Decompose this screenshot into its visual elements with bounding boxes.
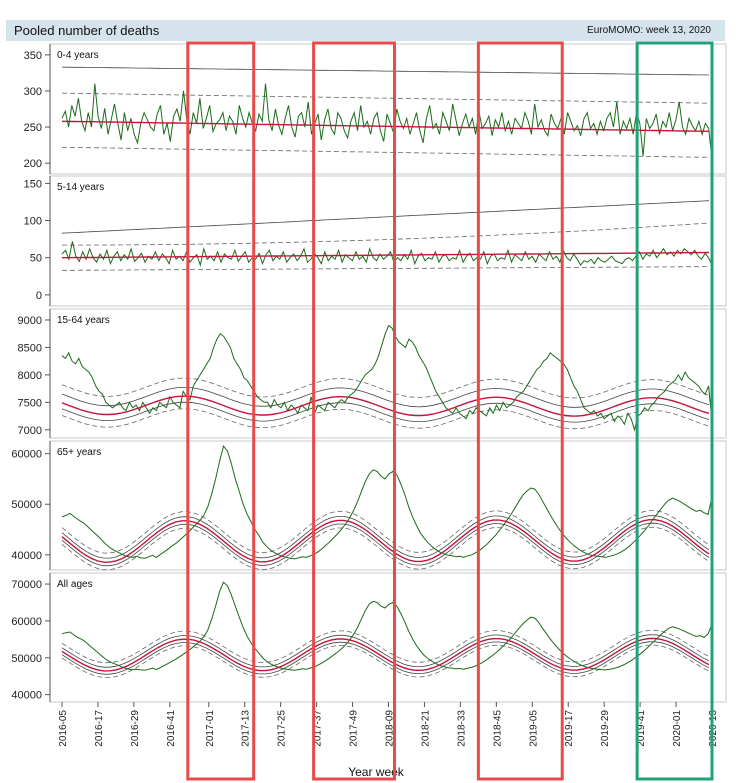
panel-frame-3 [49, 440, 727, 571]
x-tick-label: 2016-17 [94, 710, 105, 747]
band-inner-lower [62, 266, 710, 271]
x-tick-label: 2019-41 [636, 710, 647, 747]
y-tick-label: 60000 [11, 449, 42, 461]
x-tick-label: 2019-05 [528, 710, 539, 747]
x-tick-label: 2016-05 [58, 710, 69, 747]
panel-frame-4 [49, 572, 727, 703]
y-tick-label: 0 [36, 290, 42, 302]
panel-frame-0 [49, 43, 727, 175]
y-tick-label: 40000 [11, 550, 42, 562]
band-outer-lower [61, 644, 710, 678]
y-tick-label: 9000 [18, 315, 42, 327]
baseline-series [61, 637, 710, 672]
x-tick-label: 2017-01 [205, 710, 216, 747]
x-tick-label: 2018-21 [420, 710, 431, 747]
x-tick-label: 2019-29 [600, 710, 611, 747]
observed-series [61, 83, 713, 160]
y-tick-label: 250 [24, 122, 42, 134]
x-tick-label: 2020-01 [672, 710, 683, 747]
highlight-box-1 [312, 41, 396, 781]
highlight-box-0 [186, 41, 256, 781]
panel-label: 65+ years [57, 447, 101, 458]
x-tick-label: 2018-09 [384, 710, 395, 747]
band-inner-upper [62, 222, 710, 246]
band-inner-upper [61, 634, 710, 668]
x-tick-label: 2016-29 [130, 710, 141, 747]
chart-source: EuroMOMO: week 13, 2020 [587, 25, 711, 36]
baseline-series [61, 519, 710, 563]
y-tick-label: 60000 [11, 616, 42, 628]
panel-label: 0-4 years [57, 50, 99, 61]
highlight-box-2 [476, 41, 564, 781]
baseline-series [61, 395, 710, 417]
observed-series [61, 445, 713, 560]
baseline-series [61, 120, 710, 132]
chart-header: Pooled number of deaths EuroMOMO: week 1… [6, 20, 725, 41]
y-tick-label: 40000 [11, 690, 42, 702]
y-tick-label: 50000 [11, 499, 42, 511]
y-tick-label: 100 [24, 216, 42, 228]
x-tick-label: 2017-37 [313, 710, 324, 747]
band-inner-upper [61, 92, 710, 104]
x-tick-label: 2016-41 [166, 710, 177, 747]
band-inner-lower [61, 146, 710, 158]
x-tick-label: 2017-25 [277, 710, 288, 747]
y-tick-label: 50000 [11, 653, 42, 665]
observed-series [61, 581, 713, 671]
panel-label: All ages [57, 579, 93, 590]
band-inner-upper [61, 515, 710, 559]
x-tick-label: 2018-33 [456, 710, 467, 747]
band-inner-upper [61, 386, 710, 408]
baseline-series [62, 251, 710, 259]
highlight-box-3 [635, 41, 714, 781]
x-tick-label: 2018-45 [492, 710, 503, 747]
band-inner-lower [61, 522, 710, 567]
band-inner-lower [61, 401, 710, 423]
x-tick-label: 2017-13 [241, 710, 252, 747]
y-tick-label: 200 [24, 158, 42, 170]
y-tick-label: 350 [24, 50, 42, 62]
panel-frame-1 [49, 175, 727, 307]
x-axis-label: Year week [348, 765, 405, 779]
band-outer-upper [61, 66, 710, 76]
panel-label: 15-64 years [57, 315, 110, 326]
panel-label: 5-14 years [57, 182, 104, 193]
chart-title: Pooled number of deaths [14, 23, 160, 38]
band-outer-upper [61, 377, 710, 399]
y-tick-label: 8000 [18, 370, 42, 382]
panel-frame-2 [49, 308, 727, 439]
y-tick-label: 150 [24, 178, 42, 190]
band-inner-lower [61, 641, 710, 675]
band-outer-lower [61, 408, 710, 430]
band-outer-upper [61, 200, 710, 234]
y-tick-label: 7000 [18, 425, 42, 437]
y-tick-label: 7500 [18, 397, 42, 409]
x-tick-label: 2017-49 [349, 710, 360, 747]
x-tick-label: 2019-17 [564, 710, 575, 747]
band-outer-upper [61, 629, 710, 664]
y-tick-label: 8500 [18, 342, 42, 354]
y-tick-label: 300 [24, 86, 42, 98]
y-tick-label: 50 [30, 253, 42, 265]
y-tick-label: 70000 [11, 579, 42, 591]
observed-series [61, 241, 713, 267]
